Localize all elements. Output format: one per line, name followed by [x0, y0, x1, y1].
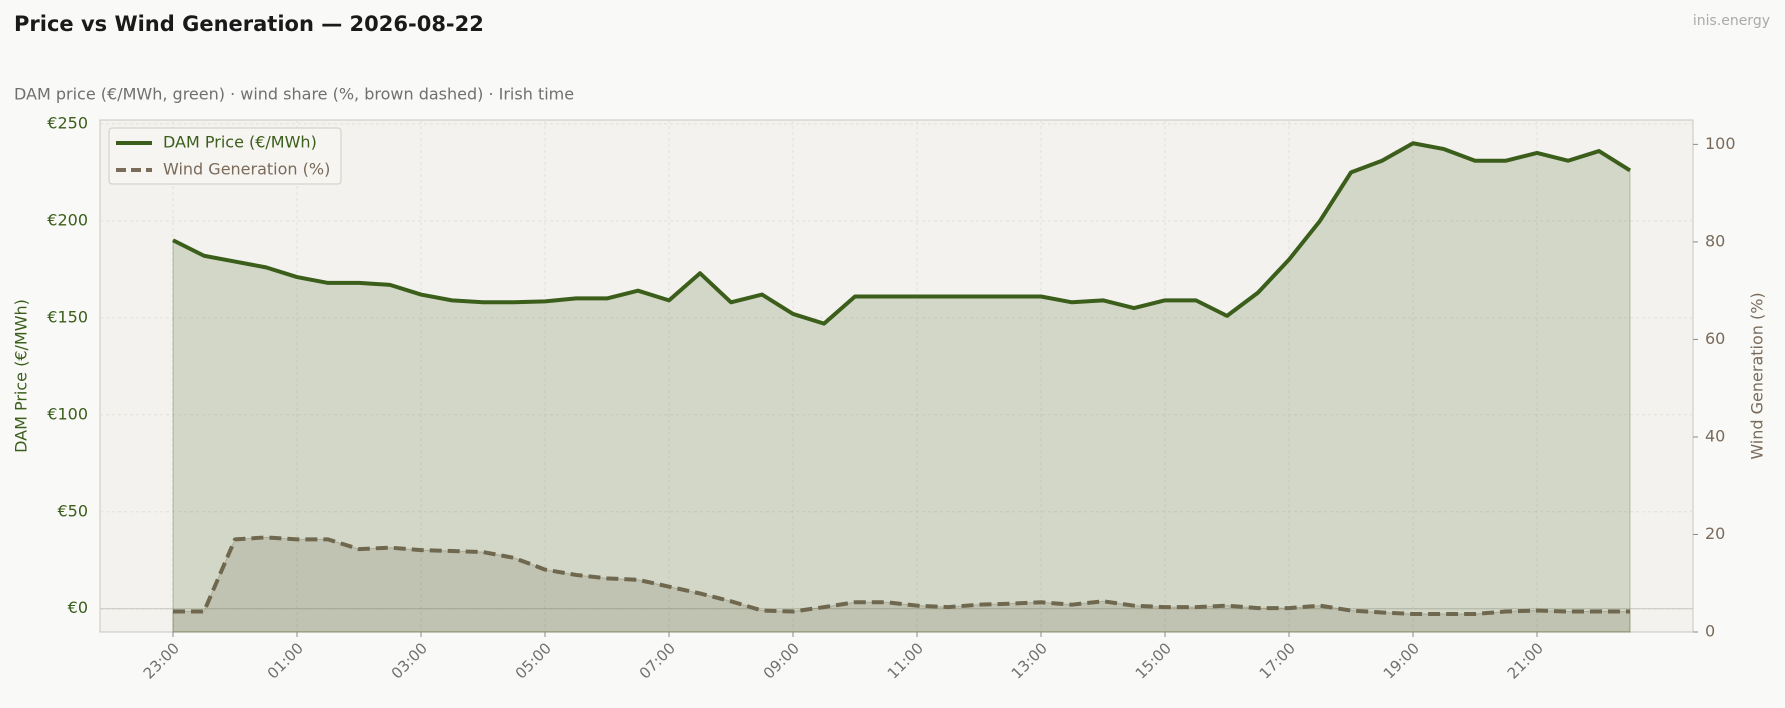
- chart-title: Price vs Wind Generation — 2026-08-22: [14, 12, 484, 36]
- y2-axis-label: Wind Generation (%): [1748, 292, 1767, 459]
- legend-box: [108, 127, 342, 185]
- watermark: inis.energy: [1693, 13, 1770, 29]
- y2-tick-label: 0: [1705, 622, 1715, 641]
- y-tick-label: €100: [47, 404, 88, 423]
- line: [173, 535, 1630, 616]
- plot-area: [99, 119, 1694, 633]
- y2-tick-label: 60: [1705, 329, 1725, 348]
- y-tick-label: €200: [47, 210, 88, 229]
- y-tick-label: €150: [47, 307, 88, 326]
- y2-tick-label: 20: [1705, 524, 1725, 543]
- y2-tick-label: 40: [1705, 426, 1725, 445]
- y-tick-label: €250: [47, 113, 88, 132]
- marks: [172, 141, 1632, 633]
- y-axis-label: DAM Price (€/MWh): [12, 299, 31, 453]
- legend-label: DAM Price (€/MWh): [163, 133, 317, 152]
- y2-tick-label: 80: [1705, 231, 1725, 250]
- grid: [100, 120, 1693, 632]
- line: [172, 141, 1632, 326]
- y-tick-label: €50: [57, 501, 88, 520]
- legend: DAM Price (€/MWh) Wind Generation (%): [108, 127, 342, 185]
- y2-tick-label: 100: [1705, 134, 1736, 153]
- legend-label: Wind Generation (%): [163, 160, 330, 179]
- y-tick-label: €0: [68, 598, 88, 617]
- subtitle: DAM price (€/MWh, green) · wind share (%…: [14, 85, 574, 104]
